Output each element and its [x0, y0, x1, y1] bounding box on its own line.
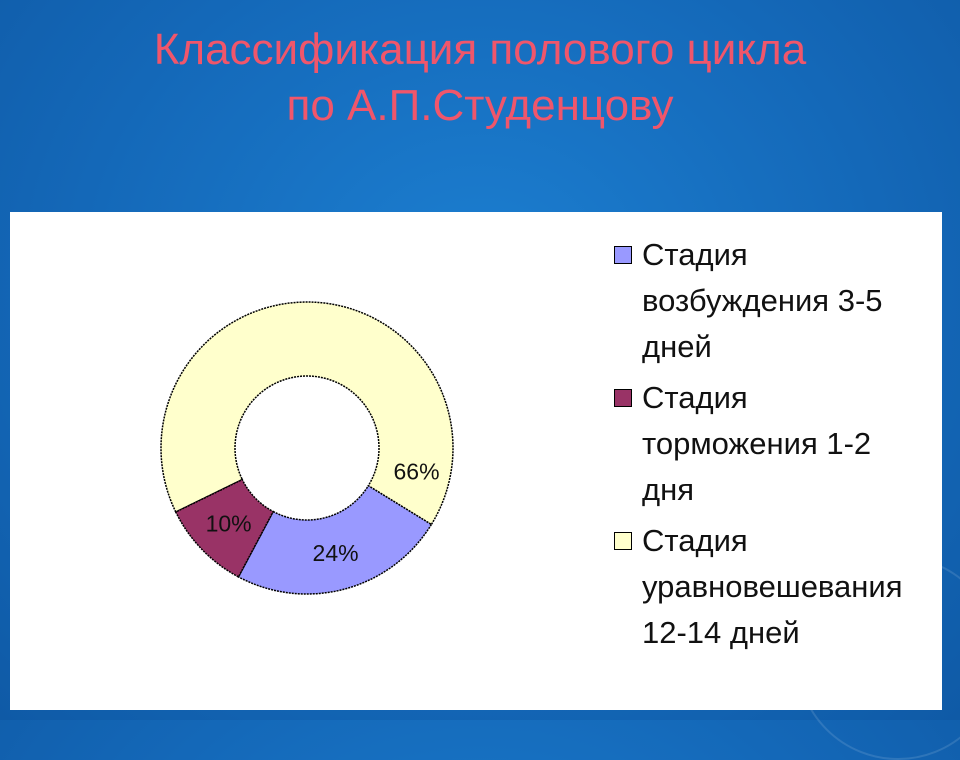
slide-title-line-2: по А.П.Студенцову: [286, 81, 674, 130]
chart-panel: 66% 24% 10% Стадия возбуждения 3-5 дней Ст…: [10, 212, 942, 710]
legend-item-inhibition: Стадия торможения 1-2 дня: [610, 375, 930, 513]
legend-swatch-excitation: [614, 246, 632, 264]
doughnut-slice-inhibition: [174, 478, 275, 578]
data-label-excitation: 24%: [313, 540, 359, 566]
doughnut-slice-equilibration: [160, 301, 454, 526]
data-label-inhibition: 10%: [206, 511, 252, 537]
legend-swatch-inhibition: [614, 389, 632, 407]
slide-title-line-1: Классификация полового цикла: [153, 25, 807, 74]
legend-item-excitation: Стадия возбуждения 3-5 дней: [610, 232, 930, 370]
legend-label-excitation: Стадия возбуждения 3-5 дней: [642, 237, 883, 364]
legend-swatch-equilibration: [614, 532, 632, 550]
legend-label-inhibition: Стадия торможения 1-2 дня: [642, 380, 872, 507]
doughnut-slice-excitation: [237, 484, 433, 595]
doughnut-chart: 66% 24% 10%: [160, 301, 454, 595]
data-label-equilibration: 66%: [394, 458, 440, 484]
slide-title: Классификация полового цикла по А.П.Студ…: [0, 22, 960, 134]
